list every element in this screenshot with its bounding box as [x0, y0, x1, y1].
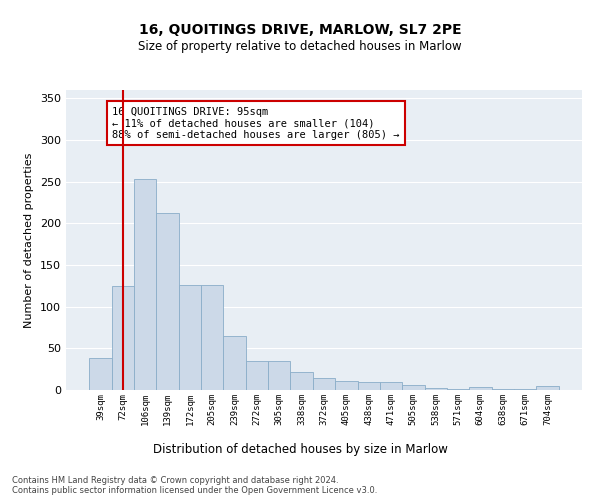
Bar [268, 361, 290, 390]
Bar [290, 372, 313, 390]
Bar [134, 179, 157, 390]
Bar [491, 389, 514, 390]
Bar [89, 358, 112, 390]
Bar [469, 386, 491, 390]
Bar [112, 286, 134, 390]
Bar [246, 361, 268, 390]
Text: Distribution of detached houses by size in Marlow: Distribution of detached houses by size … [152, 442, 448, 456]
Bar [402, 385, 425, 390]
Text: 16, QUOITINGS DRIVE, MARLOW, SL7 2PE: 16, QUOITINGS DRIVE, MARLOW, SL7 2PE [139, 22, 461, 36]
Text: Size of property relative to detached houses in Marlow: Size of property relative to detached ho… [138, 40, 462, 53]
Bar [313, 378, 335, 390]
Bar [425, 388, 447, 390]
Text: Contains HM Land Registry data © Crown copyright and database right 2024.
Contai: Contains HM Land Registry data © Crown c… [12, 476, 377, 495]
Bar [358, 382, 380, 390]
Bar [380, 382, 402, 390]
Bar [536, 386, 559, 390]
Bar [179, 285, 201, 390]
Bar [157, 214, 179, 390]
Bar [201, 285, 223, 390]
Text: 16 QUOITINGS DRIVE: 95sqm
← 11% of detached houses are smaller (104)
88% of semi: 16 QUOITINGS DRIVE: 95sqm ← 11% of detac… [112, 106, 399, 140]
Bar [514, 389, 536, 390]
Y-axis label: Number of detached properties: Number of detached properties [25, 152, 34, 328]
Bar [335, 381, 358, 390]
Bar [223, 336, 246, 390]
Bar [447, 389, 469, 390]
